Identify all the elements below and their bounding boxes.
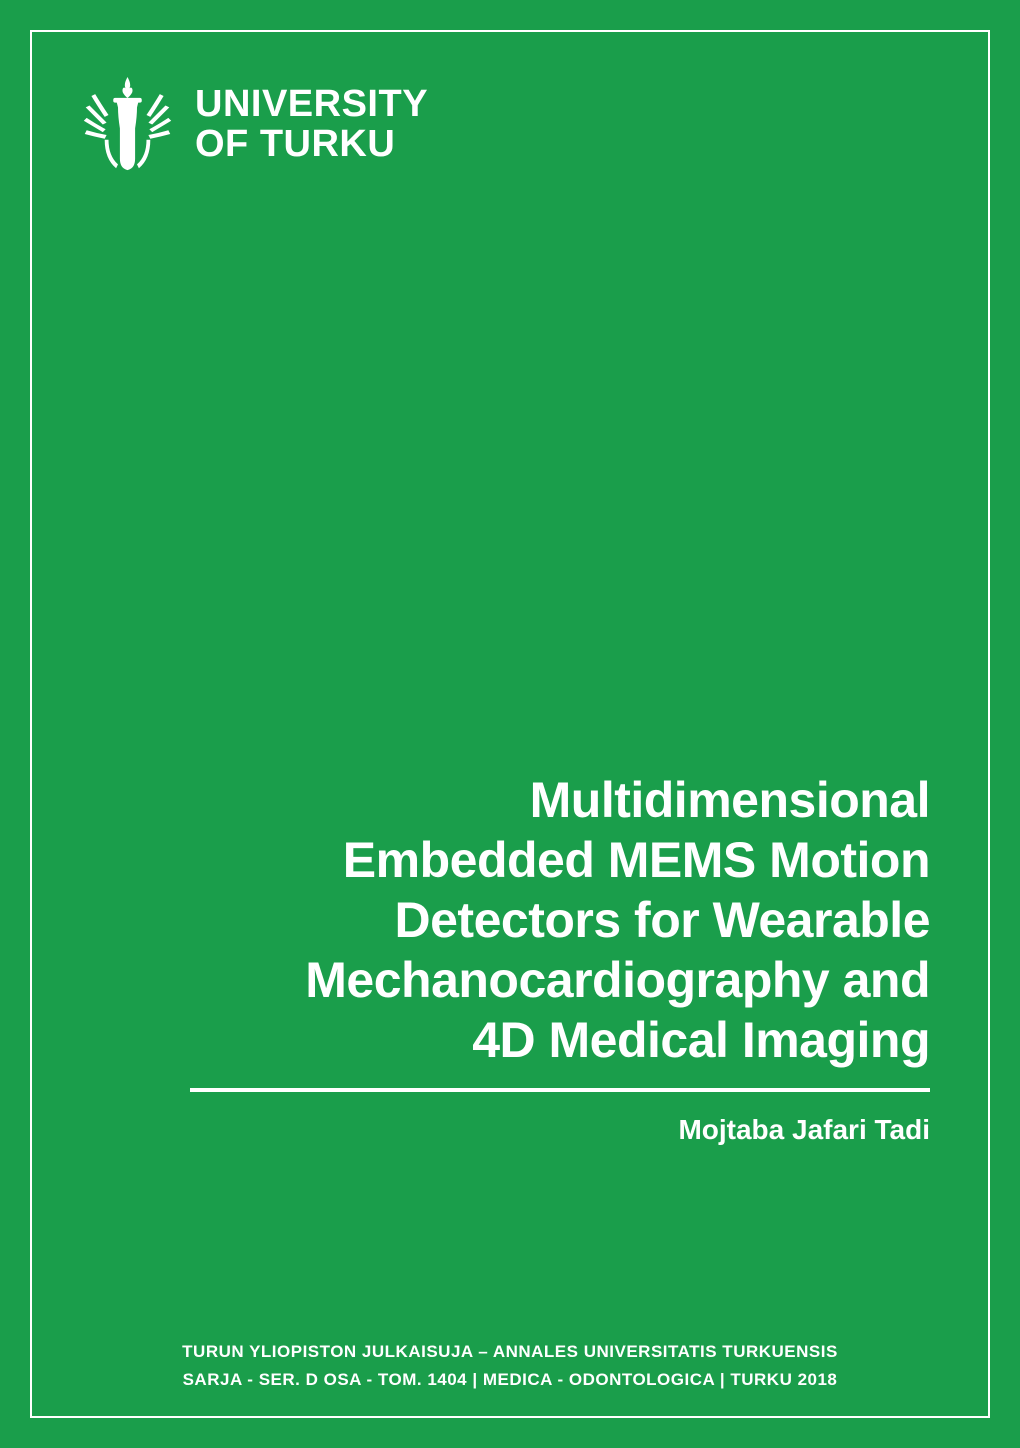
- dissertation-title: Multidimensional Embedded MEMS Motion De…: [90, 770, 930, 1070]
- title-line-1: Multidimensional: [90, 770, 930, 830]
- title-line-4: Mechanocardiography and: [90, 950, 930, 1010]
- title-line-3: Detectors for Wearable: [90, 890, 930, 950]
- university-name: UNIVERSITY OF TURKU: [195, 85, 428, 165]
- title-divider: [190, 1088, 930, 1092]
- title-section: Multidimensional Embedded MEMS Motion De…: [90, 770, 930, 1146]
- logo-section: UNIVERSITY OF TURKU: [80, 75, 428, 175]
- series-title: TURUN YLIOPISTON JULKAISUJA – ANNALES UN…: [0, 1342, 1020, 1362]
- university-name-line1: UNIVERSITY: [195, 85, 428, 125]
- series-details: SARJA - SER. D OSA - TOM. 1404 | MEDICA …: [0, 1370, 1020, 1390]
- title-line-5: 4D Medical Imaging: [90, 1010, 930, 1070]
- university-emblem-icon: [80, 75, 175, 175]
- university-name-line2: OF TURKU: [195, 125, 428, 165]
- author-name: Mojtaba Jafari Tadi: [90, 1114, 930, 1146]
- title-line-2: Embedded MEMS Motion: [90, 830, 930, 890]
- page-border-frame: [30, 30, 990, 1418]
- footer-section: TURUN YLIOPISTON JULKAISUJA – ANNALES UN…: [0, 1342, 1020, 1390]
